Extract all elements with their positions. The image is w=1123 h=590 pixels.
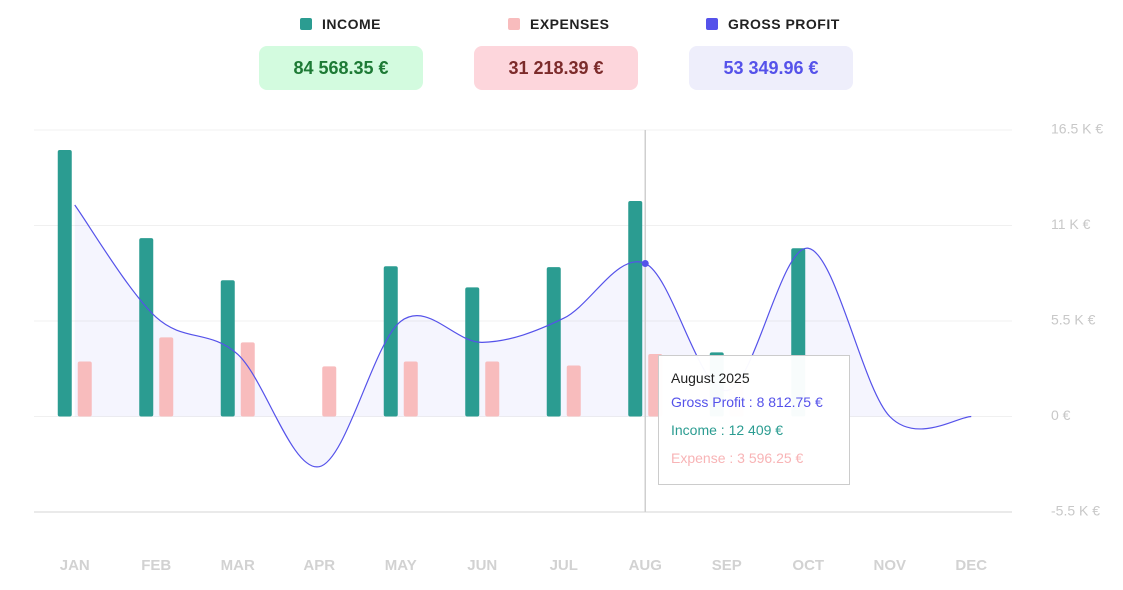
- bar: [240, 342, 255, 417]
- total-card: 84 568.35 €: [259, 46, 423, 90]
- total-card: 31 218.39 €: [474, 46, 638, 90]
- bar: [322, 366, 337, 417]
- tooltip: August 2025 Gross Profit : 8 812.75 € In…: [658, 355, 850, 485]
- bar: [383, 266, 398, 417]
- line: [74, 204, 972, 468]
- legend-item[interactable]: GROSS PROFIT: [706, 16, 840, 32]
- bar: [77, 361, 92, 417]
- x-tick-label: SEP: [712, 557, 742, 574]
- legend-label: EXPENSES: [530, 16, 610, 32]
- bar: [403, 361, 418, 417]
- tooltip-line: Gross Profit : 8 812.75 €: [671, 394, 823, 410]
- legend-swatch: [706, 18, 718, 30]
- legend-swatch: [508, 18, 520, 30]
- bar: [485, 361, 500, 417]
- y-tick-label: 5.5 K €: [1051, 312, 1096, 328]
- legend-label: INCOME: [322, 16, 381, 32]
- x-tick-label: AUG: [629, 557, 662, 574]
- y-tick-label: 16.5 K €: [1051, 121, 1103, 137]
- x-tick-label: APR: [303, 557, 335, 574]
- bar: [220, 280, 235, 417]
- y-tick-label: 0 €: [1051, 407, 1071, 423]
- bar: [628, 201, 643, 417]
- x-tick-label: NOV: [873, 557, 906, 574]
- x-tick-label: JUN: [467, 557, 497, 574]
- bar: [159, 337, 174, 417]
- x-tick-label: FEB: [141, 557, 171, 574]
- legend-label: GROSS PROFIT: [728, 16, 840, 32]
- x-tick-label: OCT: [792, 557, 824, 574]
- point: [641, 259, 649, 267]
- y-tick-label: -5.5 K €: [1051, 503, 1100, 519]
- x-tick-label: MAR: [221, 557, 255, 574]
- legend-item[interactable]: EXPENSES: [508, 16, 609, 32]
- bar: [546, 267, 561, 417]
- bar: [566, 365, 581, 417]
- bar: [465, 287, 480, 417]
- y-tick-label: 11 K €: [1051, 216, 1091, 232]
- tooltip-line: Income : 12 409 €: [671, 422, 784, 438]
- legend-swatch: [300, 18, 312, 30]
- total-card: 53 349.96 €: [689, 46, 853, 90]
- tooltip-line: Expense : 3 596.25 €: [671, 450, 804, 466]
- x-tick-label: JUL: [550, 557, 578, 574]
- bar: [57, 149, 72, 417]
- x-tick-label: DEC: [955, 557, 987, 574]
- bar: [139, 238, 154, 417]
- legend-item[interactable]: INCOME: [300, 16, 381, 32]
- x-tick-label: JAN: [60, 557, 90, 574]
- tooltip-title: August 2025: [671, 370, 750, 386]
- x-tick-label: MAY: [385, 557, 417, 574]
